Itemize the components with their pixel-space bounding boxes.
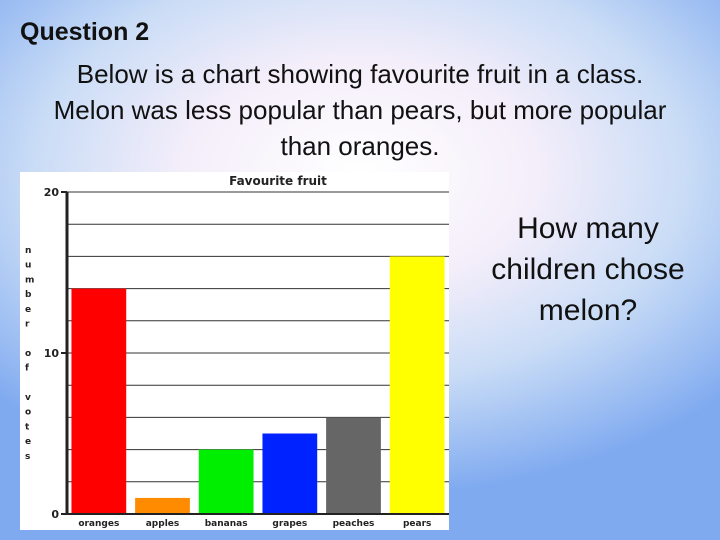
y-tick-label: 10 (44, 347, 60, 360)
y-tick-label: 20 (44, 186, 60, 199)
ask-line-1: How many (517, 212, 659, 245)
bar-peaches (326, 417, 381, 514)
bar-grapes (262, 433, 318, 514)
x-tick-label: bananas (205, 519, 248, 529)
y-axis-label-letter: t (25, 422, 30, 432)
x-tick-label: peaches (333, 519, 375, 529)
y-axis-label-letter: o (25, 408, 31, 418)
ask-line-3: melon? (538, 294, 638, 327)
question-line-1: Below is a chart showing favourite fruit… (76, 59, 644, 89)
y-axis-label-letter: v (25, 393, 31, 403)
y-axis-label-letter: m (25, 275, 34, 285)
y-axis-label-letter: f (25, 364, 29, 374)
x-tick-label: oranges (78, 519, 119, 529)
y-axis-label-letter: r (25, 320, 30, 330)
y-axis-label-letter: o (25, 349, 31, 359)
y-axis-label-letter: e (25, 305, 31, 315)
bar-bananas (198, 449, 254, 514)
bar-chart: Favourite fruit oranges apples bananas grap… (25, 174, 449, 529)
x-tick-label: pears (403, 519, 431, 529)
y-axis-label-letter: u (25, 261, 31, 271)
y-axis-label-letter: b (25, 290, 32, 300)
chart-title: Favourite fruit (229, 174, 327, 188)
bar-oranges (71, 288, 127, 514)
y-axis-label-letter: e (25, 437, 31, 447)
bar-pears (389, 256, 445, 514)
x-tick-label: apples (146, 519, 180, 529)
ask-text: How many children chose melon? (468, 208, 708, 331)
y-tick-label: 0 (51, 508, 59, 521)
ask-line-2: children chose (491, 253, 685, 286)
y-axis-label-letter: n (25, 246, 31, 256)
question-line-3: than oranges. (280, 131, 440, 161)
question-text: Below is a chart showing favourite fruit… (0, 56, 720, 164)
chart-panel: Favourite fruit oranges apples bananas grap… (20, 172, 449, 530)
y-axis-label-letter: s (25, 452, 30, 462)
bar-apples (135, 497, 190, 514)
question-label: Question 2 (20, 18, 150, 46)
x-tick-label: grapes (272, 519, 307, 529)
question-line-2: Melon was less popular than pears, but m… (53, 95, 667, 125)
